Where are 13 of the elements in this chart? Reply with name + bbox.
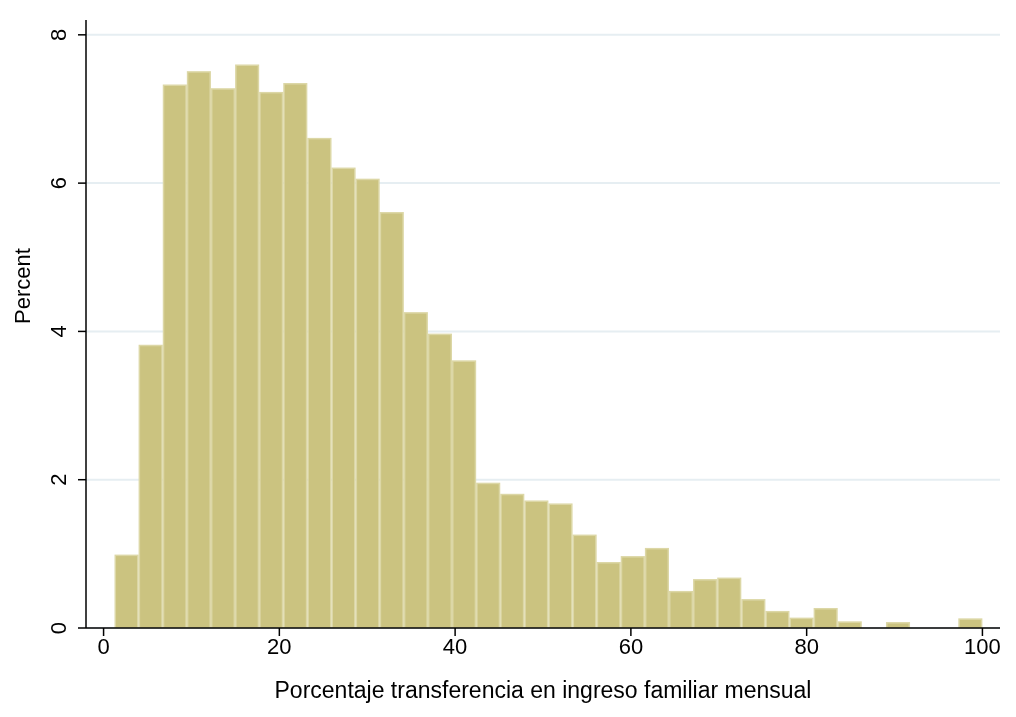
x-tick-label: 40	[442, 633, 468, 659]
y-tick-label: 8	[46, 28, 71, 41]
x-axis-title: Porcentaje transferencia en ingreso familiar mensual	[274, 677, 812, 703]
x-tick-label: 80	[794, 633, 819, 659]
x-tick-label: 20	[267, 633, 292, 659]
y-axis-title: Percent	[9, 248, 35, 324]
y-tick-label: 2	[46, 473, 71, 486]
y-tick-label: 6	[46, 177, 71, 190]
x-tick-label: 60	[618, 633, 644, 659]
y-tick-label: 0	[46, 621, 71, 635]
y-tick-label: 4	[46, 325, 71, 338]
x-tick-label: 0	[97, 633, 110, 659]
x-tick-label: 100	[964, 633, 1001, 659]
